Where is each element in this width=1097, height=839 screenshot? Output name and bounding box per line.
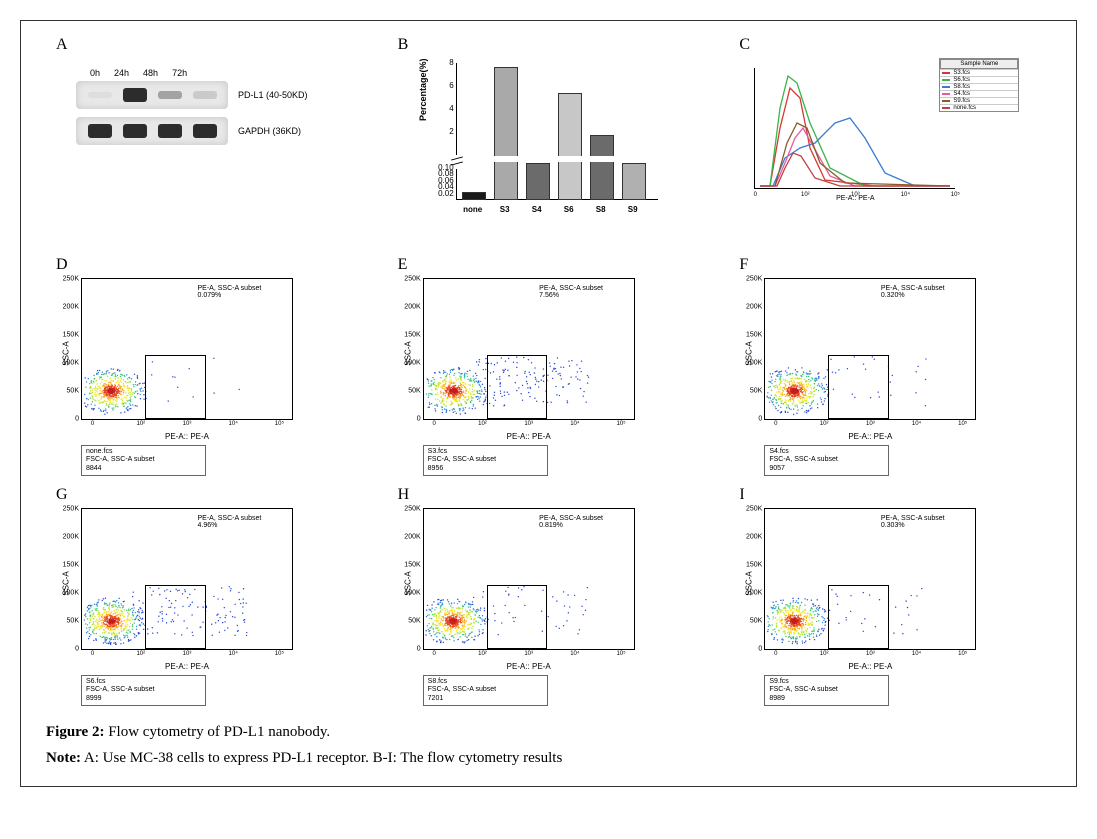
gate-label: PE-A, SSC-A subset 7.56% [539,285,603,299]
panel-A-content: 0h 24h 48h 72h PD-L1 (40-50KD) GAPDH (36KD) [46,58,368,246]
panel-F: F PE-A, SSC-A subset 0.320%SSC-APE-A:: P… [729,256,1051,476]
histogram-legend: Sample Name S3.fcsS6.fcsS8.fcsS4.fcsS9.f… [939,58,1019,112]
panel-C-label: C [739,36,750,54]
wb-lane-label: 24h [114,68,129,78]
wb-row-label: PD-L1 (40-50KD) [238,90,308,100]
panel-A-label: A [56,36,68,54]
legend-row: S9.fcs [940,97,1018,104]
panel-B-label: B [398,36,409,54]
scatter-plot-G: PE-A, SSC-A subset 4.96%SSC-APE-A:: PE-A… [81,508,293,650]
bar-S3 [494,67,518,200]
bar-xtick: S8 [586,205,616,214]
figure-2-container: A 0h 24h 48h 72h PD-L1 (40-50KD) GAPDH (36KD)… [20,20,1077,787]
panel-H: H PE-A, SSC-A subset 0.819%SSC-APE-A:: P… [388,486,710,706]
bar-xtick: S9 [618,205,648,214]
panel-B-content: Percentage(%) noneS3S4S6S8S9 0.020.040.0… [388,58,710,246]
gate-label: PE-A, SSC-A subset 4.96% [198,515,262,529]
panel-E: E PE-A, SSC-A subset 7.56%SSC-APE-A:: PE… [388,256,710,476]
bar-area: noneS3S4S6S8S9 [456,63,658,200]
legend-row: S8.fcs [940,83,1018,90]
panel-D-label: D [56,256,68,274]
bar-xtick: none [458,205,488,214]
scatter-plot-F: PE-A, SSC-A subset 0.320%SSC-APE-A:: PE-… [764,278,976,420]
scatter-plot-H: PE-A, SSC-A subset 0.819%SSC-APE-A:: PE-… [423,508,635,650]
panel-A: A 0h 24h 48h 72h PD-L1 (40-50KD) GAPDH (36KD) [46,36,368,246]
gate-label: PE-A, SSC-A subset 0.819% [539,515,603,529]
panel-G-label: G [56,486,68,504]
panel-E-label: E [398,256,408,274]
bar-xtick: S6 [554,205,584,214]
scatter-info-F: S4.fcsFSC-A, SSC-A subset9057 [764,445,889,476]
panel-C-content: PE-A:: PE-A 010²10³10⁴10⁵ Sample Name S3… [729,58,1051,246]
gate-label: PE-A, SSC-A subset 0.320% [881,285,945,299]
scatter-info-E: S3.fcsFSC-A, SSC-A subset8956 [423,445,548,476]
legend-row: S3.fcs [940,69,1018,76]
gate-label: PE-A, SSC-A subset 0.303% [881,515,945,529]
scatter-info-G: S6.fcsFSC-A, SSC-A subset8999 [81,675,206,706]
bar-none [462,192,486,200]
caption-note-bold: Note: [46,750,81,766]
panel-C: C PE-A:: PE-A 010²10³10⁴10⁵ Sample Name … [729,36,1051,246]
panel-I-label: I [739,486,744,504]
panel-H-label: H [398,486,410,504]
bar-S8 [590,135,614,200]
wb-lane-label: 0h [90,68,100,78]
panel-B: B Percentage(%) noneS3S4S6S8S9 0.020.040… [388,36,710,246]
bar-S9 [622,163,646,200]
legend-header: Sample Name [940,59,1018,69]
bar-xtick: S4 [522,205,552,214]
scatter-plot-D: PE-A, SSC-A subset 0.079%SSC-APE-A:: PE-… [81,278,293,420]
caption-fig-text: Flow cytometry of PD-L1 nanobody. [104,724,330,740]
bar-xtick: S3 [490,205,520,214]
gate-label: PE-A, SSC-A subset 0.079% [198,285,262,299]
wb-lane-label: 72h [172,68,187,78]
bar-S4 [526,163,550,200]
legend-row: none.fcs [940,104,1018,111]
panel-G: G PE-A, SSC-A subset 4.96%SSC-APE-A:: PE… [46,486,368,706]
panel-grid: A 0h 24h 48h 72h PD-L1 (40-50KD) GAPDH (36KD)… [46,36,1051,706]
legend-row: S6.fcs [940,76,1018,83]
wb-lane-label: 48h [143,68,158,78]
legend-row: S4.fcs [940,90,1018,97]
scatter-info-I: S9.fcsFSC-A, SSC-A subset8989 [764,675,889,706]
panel-F-label: F [739,256,748,274]
panel-D: D PE-A, SSC-A subset 0.079%SSC-APE-A:: P… [46,256,368,476]
scatter-plot-E: PE-A, SSC-A subset 7.56%SSC-APE-A:: PE-A… [423,278,635,420]
scatter-info-D: none.fcsFSC-A, SSC-A subset8844 [81,445,206,476]
panel-I: I PE-A, SSC-A subset 0.303%SSC-APE-A:: P… [729,486,1051,706]
wb-row-label: GAPDH (36KD) [238,126,301,136]
caption-note-text: A: Use MC-38 cells to express PD-L1 rece… [81,750,562,766]
histogram-plot: PE-A:: PE-A 010²10³10⁴10⁵ [754,68,955,189]
scatter-plot-I: PE-A, SSC-A subset 0.303%SSC-APE-A:: PE-… [764,508,976,650]
figure-caption: Figure 2: Flow cytometry of PD-L1 nanobo… [46,720,1051,771]
scatter-info-H: S8.fcsFSC-A, SSC-A subset7201 [423,675,548,706]
caption-fig-bold: Figure 2: [46,724,104,740]
bar-S6 [558,93,582,200]
